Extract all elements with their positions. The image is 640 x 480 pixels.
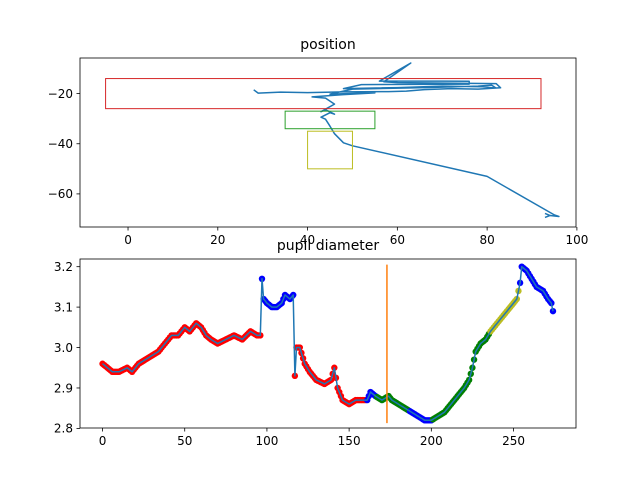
y-tick-label: −40 [48,137,73,151]
position-x-ticks: 0 20 40 60 80 100 [124,227,588,247]
y-tick-label: 2.9 [54,381,73,395]
x-tick-label: 50 [177,434,192,448]
y-tick-label: 2.8 [54,422,73,436]
x-tick-label: 80 [479,233,494,247]
x-tick-label: 100 [565,233,588,247]
pupil-diameter-panel: pupil diameter 0 50 100 150 200 250 2.8 2.9 3.0… [54,238,577,448]
x-tick-label: 40 [300,233,315,247]
x-tick-label: 200 [420,434,443,448]
position-title: position [300,37,355,53]
region-box [284,110,376,130]
y-tick-label: 3.1 [54,300,73,314]
y-tick-label: −20 [48,87,73,101]
pupil-diameter-title: pupil diameter [277,238,380,254]
x-tick-label: 20 [210,233,225,247]
x-tick-label: 150 [338,434,361,448]
pupil-diameter-line [102,265,554,422]
pupil-plot-area [99,263,557,424]
y-tick-label: 3.0 [54,341,73,355]
y-tick-label: 3.2 [54,260,73,274]
x-tick-label: 60 [390,233,405,247]
x-tick-label: 0 [99,434,107,448]
position-axes-frame [79,57,577,228]
x-tick-label: 250 [502,434,525,448]
pupil-y-ticks: 2.8 2.9 3.0 3.1 3.2 [54,260,80,436]
position-plot-area [105,62,560,219]
pupil-axes-frame [79,258,577,429]
region-box [105,78,542,110]
y-tick-label: −60 [48,187,73,201]
trajectory-line [253,62,560,218]
position-y-ticks: −60 −40 −20 [48,87,80,201]
pupil-x-ticks: 0 50 100 150 200 250 [99,428,525,448]
region-box [307,130,353,170]
x-tick-label: 0 [124,233,132,247]
trajectory-end-marker [544,212,552,219]
position-panel: position 0 20 40 60 80 100 −60 −40 −20 [48,37,589,247]
x-tick-label: 100 [255,434,278,448]
